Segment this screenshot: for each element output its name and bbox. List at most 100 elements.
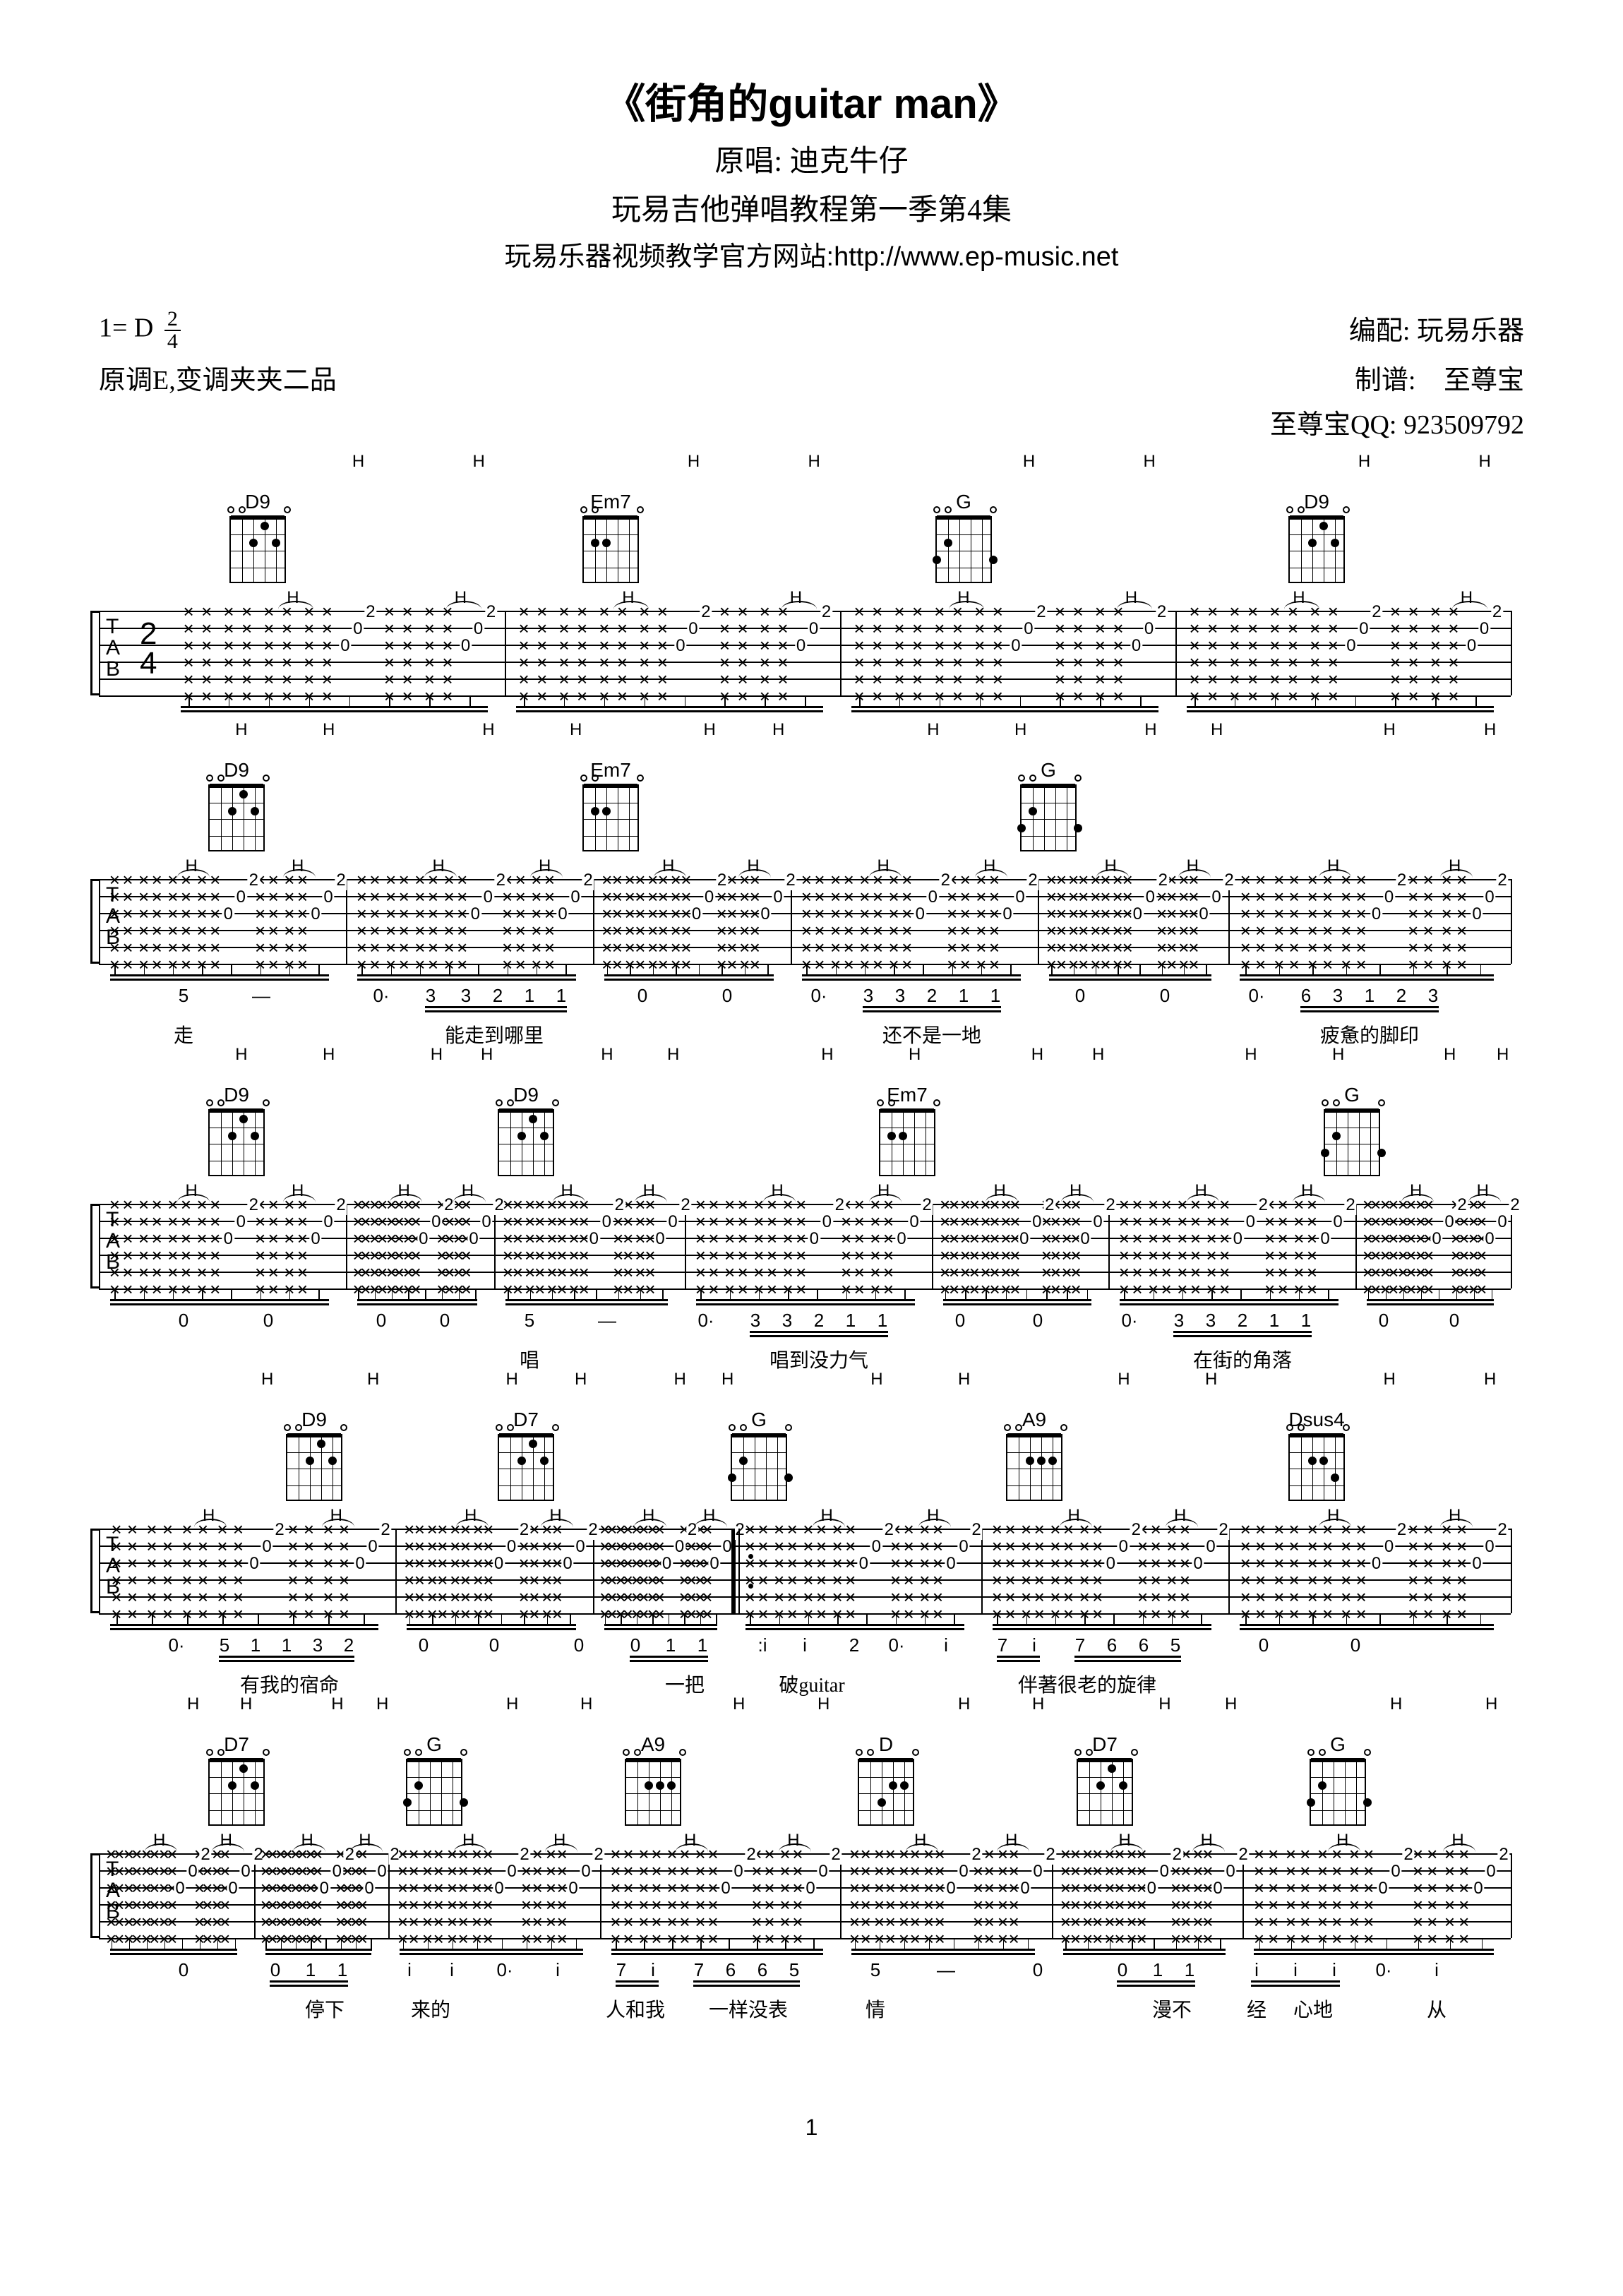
jianpu-note: 0· xyxy=(1248,985,1264,1007)
chord-name: D7 xyxy=(205,1733,268,1756)
chord-grid xyxy=(879,1109,935,1176)
jianpu-note: 0 xyxy=(637,985,647,1007)
lyric-text: 还不是一地 xyxy=(882,1020,981,1048)
staff-lines: ××××××××××××××××××××××××××××××××××××××××… xyxy=(99,1529,1511,1613)
jianpu-note: 1 xyxy=(666,1634,676,1656)
chord-grid xyxy=(625,1759,681,1826)
chord-diagram: G xyxy=(1320,1084,1384,1176)
jianpu-note: 3 xyxy=(1428,985,1438,1007)
jianpu-note: 3 xyxy=(750,1310,760,1332)
jianpu-note: 2 xyxy=(814,1310,824,1332)
chord-name: D9 xyxy=(205,1084,268,1106)
staff-lines: ××××××××××××××××××××××××××××××××××××××××… xyxy=(99,879,1511,964)
lyric-text: 有我的宿命 xyxy=(240,1670,339,1698)
jianpu-note: 0 xyxy=(489,1634,499,1656)
lyric-text: 一样没表 xyxy=(709,1995,788,2023)
chord-name: D7 xyxy=(494,1409,558,1431)
jianpu-note: 0· xyxy=(888,1634,904,1656)
chord-grid xyxy=(498,1109,554,1176)
jianpu-note: i xyxy=(1435,1959,1439,1981)
tab-row-5: T A B ××××××××××××××××××××××××××××××××××… xyxy=(99,1733,1524,2058)
lyric-text: 走 xyxy=(174,1020,193,1048)
jianpu-note: — xyxy=(937,1959,955,1981)
jianpu-note: 6 xyxy=(1139,1634,1149,1656)
jianpu-note: 7 xyxy=(1075,1634,1085,1656)
chord-diagram: G xyxy=(402,1733,466,1826)
jianpu-note: 0 xyxy=(440,1310,450,1332)
chord-grid xyxy=(1324,1109,1380,1176)
chord-name: G xyxy=(727,1409,791,1431)
lyric-text: 破guitar xyxy=(779,1670,844,1698)
lyric-text: 经 xyxy=(1247,1995,1266,2023)
jianpu-note: i xyxy=(1332,1959,1336,1981)
jianpu-note: 0 xyxy=(1033,1959,1043,1981)
jianpu-note: 3 xyxy=(461,985,471,1007)
chord-name: Em7 xyxy=(875,1084,939,1106)
jianpu-note: 0 xyxy=(419,1634,429,1656)
chord-name: D9 xyxy=(282,1409,346,1431)
jianpu-note: i xyxy=(1254,1959,1259,1981)
chord-diagram: D9 xyxy=(494,1084,558,1176)
staff-lines: ××××××××××××××××××××××××××××××××××××××××… xyxy=(99,1853,1511,1938)
jianpu-note: i xyxy=(556,1959,560,1981)
chord-diagram: D9 xyxy=(282,1409,346,1501)
sheet-header: 《街角的guitar man》 原唱: 迪克牛仔 玩易吉他弹唱教程第一季第4集 … xyxy=(99,71,1524,273)
chord-name: D9 xyxy=(226,491,289,513)
jianpu-note: :i xyxy=(758,1634,767,1656)
jianpu-note: 1 xyxy=(1153,1959,1163,1981)
chord-name: D7 xyxy=(1073,1733,1137,1756)
jianpu-note: 0· xyxy=(496,1959,513,1981)
jianpu-note: 0 xyxy=(955,1310,965,1332)
jianpu-note: 1 xyxy=(1269,1310,1279,1332)
chord-diagram: Em7 xyxy=(579,759,642,851)
jianpu-note: 7 xyxy=(694,1959,704,1981)
chord-diagram: D9 xyxy=(226,491,289,583)
jianpu-note: 0 xyxy=(263,1310,273,1332)
jianpu-note: 1 xyxy=(990,985,1000,1007)
jianpu-note: 0· xyxy=(168,1634,184,1656)
chord-diagram: G xyxy=(1306,1733,1370,1826)
chord-diagram: Em7 xyxy=(875,1084,939,1176)
chord-diagram: D7 xyxy=(494,1409,558,1501)
staff-lines: ××××××××××××××××××××××××××××××××××××××××… xyxy=(99,1204,1511,1288)
lyric-text: 情 xyxy=(866,1995,885,2023)
jianpu-note: i xyxy=(803,1634,807,1656)
page-number: 1 xyxy=(99,2115,1524,2141)
jianpu-note: 1 xyxy=(525,985,534,1007)
tuning-note: 原调E,变调夹夹二品 xyxy=(99,358,337,397)
jianpu-note: 0· xyxy=(373,985,389,1007)
jianpu-note: i xyxy=(450,1959,454,1981)
jianpu-note: 1 xyxy=(697,1634,707,1656)
jianpu-note: 1 xyxy=(1185,1959,1194,1981)
chord-diagram: Em7 xyxy=(579,491,642,583)
chord-name: G xyxy=(1320,1084,1384,1106)
jianpu-note: i xyxy=(944,1634,948,1656)
chord-diagram: D9 xyxy=(205,759,268,851)
key-signature: 1= D xyxy=(99,313,153,343)
jianpu-note: 0· xyxy=(697,1310,714,1332)
lyric-text: 心地 xyxy=(1293,1995,1333,2023)
jianpu-note: 1 xyxy=(878,1310,887,1332)
tab-row-2: T A B ××××××××××××××××××××××××××××××××××… xyxy=(99,759,1524,1084)
jianpu-note: — xyxy=(252,985,270,1007)
lyric-text: 从 xyxy=(1427,1995,1447,2023)
jianpu-note: 0 xyxy=(630,1634,640,1656)
chord-grid xyxy=(208,784,265,851)
chord-grid xyxy=(208,1759,265,1826)
chord-grid xyxy=(1006,1434,1062,1501)
jianpu-note: 0 xyxy=(179,1959,188,1981)
lyric-text: 停下 xyxy=(305,1995,345,2023)
jianpu-note: 7 xyxy=(998,1634,1007,1656)
chord-name: D xyxy=(854,1733,918,1756)
chord-diagram: A9 xyxy=(1002,1409,1066,1501)
jianpu-note: 2 xyxy=(927,985,937,1007)
tab-system: T A B 2 4 ××××××××××××××××××××××××××××××… xyxy=(99,491,1524,2058)
jianpu-note: 0 xyxy=(270,1959,280,1981)
jianpu-note: 2 xyxy=(1238,1310,1247,1332)
lyric-text: 唱到没力气 xyxy=(769,1345,868,1373)
jianpu-note: 5 xyxy=(179,985,188,1007)
tab-row-3: T A B ××××××××××××××××××××××××××××××××××… xyxy=(99,1084,1524,1409)
time-signature-fraction: 2 4 xyxy=(164,309,181,352)
jianpu-note: 0 xyxy=(722,985,732,1007)
chord-diagram: D xyxy=(854,1733,918,1826)
